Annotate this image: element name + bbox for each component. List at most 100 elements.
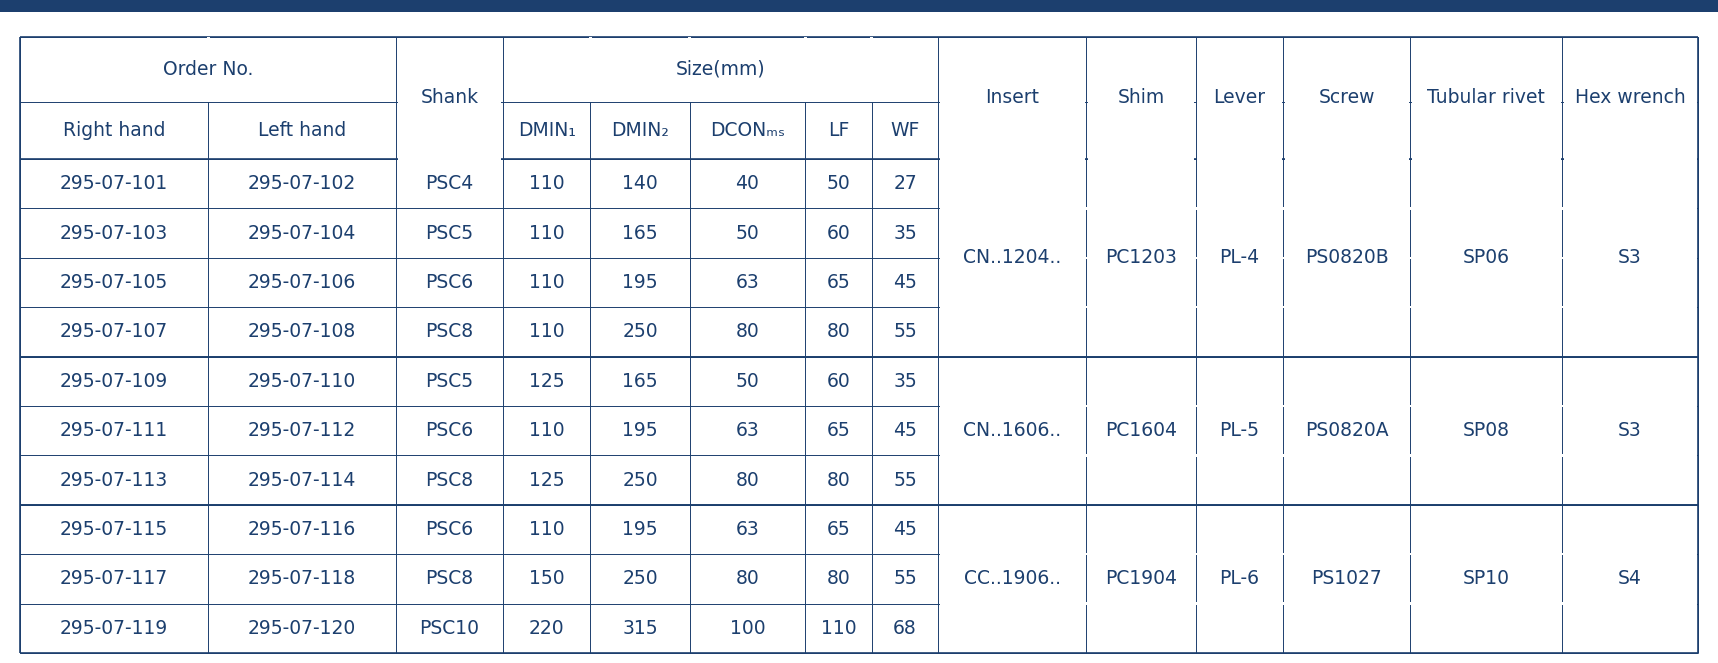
Text: 195: 195 xyxy=(622,520,658,539)
Text: 110: 110 xyxy=(529,174,565,193)
Text: 295-07-116: 295-07-116 xyxy=(247,520,356,539)
Text: 295-07-115: 295-07-115 xyxy=(60,520,168,539)
Bar xyxy=(940,257,1696,259)
Bar xyxy=(689,37,691,101)
Text: S4: S4 xyxy=(1618,570,1642,588)
Bar xyxy=(940,101,1086,160)
Text: 295-07-117: 295-07-117 xyxy=(60,570,168,588)
Bar xyxy=(397,101,502,160)
Text: 100: 100 xyxy=(730,619,765,638)
Text: DMIN₁: DMIN₁ xyxy=(517,121,576,140)
Bar xyxy=(940,603,1696,605)
Text: PC1203: PC1203 xyxy=(1105,248,1177,267)
Text: 165: 165 xyxy=(622,372,658,391)
Text: 60: 60 xyxy=(826,223,850,243)
Text: 50: 50 xyxy=(735,223,759,243)
Text: 35: 35 xyxy=(893,372,917,391)
Text: WF: WF xyxy=(890,121,919,140)
Text: 80: 80 xyxy=(735,322,759,341)
Text: PC1904: PC1904 xyxy=(1105,570,1177,588)
Text: 40: 40 xyxy=(735,174,759,193)
Text: 60: 60 xyxy=(826,372,850,391)
Text: 295-07-120: 295-07-120 xyxy=(247,619,356,638)
Text: PL-4: PL-4 xyxy=(1220,248,1259,267)
Text: S3: S3 xyxy=(1618,248,1642,267)
Text: PC1604: PC1604 xyxy=(1105,421,1177,440)
Text: 250: 250 xyxy=(622,570,658,588)
Text: 80: 80 xyxy=(826,570,850,588)
Text: 110: 110 xyxy=(529,273,565,292)
Text: 140: 140 xyxy=(622,174,658,193)
Text: 110: 110 xyxy=(529,520,565,539)
Text: S3: S3 xyxy=(1618,421,1642,440)
Text: 80: 80 xyxy=(826,322,850,341)
Text: Screw: Screw xyxy=(1318,88,1374,107)
Text: 80: 80 xyxy=(735,570,759,588)
Text: 295-07-108: 295-07-108 xyxy=(247,322,356,341)
Text: 295-07-110: 295-07-110 xyxy=(247,372,356,391)
Text: 220: 220 xyxy=(529,619,565,638)
Text: LF: LF xyxy=(828,121,849,140)
Text: 250: 250 xyxy=(622,322,658,341)
Text: Shank: Shank xyxy=(421,88,479,107)
Bar xyxy=(804,37,806,101)
Text: SP06: SP06 xyxy=(1462,248,1510,267)
Text: 63: 63 xyxy=(735,520,759,539)
Bar xyxy=(0,0,1718,12)
Text: Hex wrench: Hex wrench xyxy=(1575,88,1685,107)
Text: 55: 55 xyxy=(893,322,917,341)
Text: PSC10: PSC10 xyxy=(419,619,479,638)
Text: 295-07-111: 295-07-111 xyxy=(60,421,168,440)
Text: SP08: SP08 xyxy=(1462,421,1510,440)
Text: 80: 80 xyxy=(735,471,759,489)
Text: PSC8: PSC8 xyxy=(426,570,474,588)
Text: 45: 45 xyxy=(893,520,917,539)
Bar xyxy=(940,553,1696,556)
Text: Insert: Insert xyxy=(986,88,1039,107)
Text: Size(mm): Size(mm) xyxy=(675,60,766,79)
Text: 27: 27 xyxy=(893,174,917,193)
Bar xyxy=(1087,101,1194,160)
Text: 110: 110 xyxy=(529,223,565,243)
Text: 295-07-118: 295-07-118 xyxy=(247,570,356,588)
Text: 125: 125 xyxy=(529,471,565,489)
Text: 110: 110 xyxy=(529,322,565,341)
Text: 63: 63 xyxy=(735,421,759,440)
Text: 295-07-103: 295-07-103 xyxy=(60,223,168,243)
Text: Tubular rivet: Tubular rivet xyxy=(1428,88,1544,107)
Text: Shim: Shim xyxy=(1117,88,1165,107)
Text: 80: 80 xyxy=(826,471,850,489)
Text: PSC5: PSC5 xyxy=(426,372,474,391)
Text: DMIN₂: DMIN₂ xyxy=(612,121,668,140)
Bar xyxy=(1563,101,1696,160)
Bar xyxy=(1285,101,1409,160)
Text: 195: 195 xyxy=(622,273,658,292)
Text: PSC8: PSC8 xyxy=(426,322,474,341)
Text: 295-07-113: 295-07-113 xyxy=(60,471,168,489)
Text: PSC4: PSC4 xyxy=(426,174,474,193)
Text: 295-07-109: 295-07-109 xyxy=(60,372,168,391)
Text: 65: 65 xyxy=(826,421,850,440)
Text: 295-07-119: 295-07-119 xyxy=(60,619,168,638)
Bar xyxy=(1412,101,1560,160)
Text: PL-6: PL-6 xyxy=(1220,570,1259,588)
Text: 295-07-114: 295-07-114 xyxy=(247,471,356,489)
Text: PSC6: PSC6 xyxy=(426,273,474,292)
Text: PSC5: PSC5 xyxy=(426,223,474,243)
Text: 110: 110 xyxy=(529,421,565,440)
Text: 65: 65 xyxy=(826,520,850,539)
Bar xyxy=(940,207,1696,210)
Text: 68: 68 xyxy=(893,619,917,638)
Text: 295-07-107: 295-07-107 xyxy=(60,322,168,341)
Text: PSC6: PSC6 xyxy=(426,421,474,440)
Bar xyxy=(940,306,1696,308)
Text: 35: 35 xyxy=(893,223,917,243)
Text: 295-07-101: 295-07-101 xyxy=(60,174,168,193)
Text: 50: 50 xyxy=(735,372,759,391)
Text: 65: 65 xyxy=(826,273,850,292)
Text: 295-07-112: 295-07-112 xyxy=(247,421,356,440)
Text: 315: 315 xyxy=(622,619,658,638)
Text: 50: 50 xyxy=(826,174,850,193)
Text: PS0820B: PS0820B xyxy=(1306,248,1388,267)
Text: Left hand: Left hand xyxy=(258,121,347,140)
